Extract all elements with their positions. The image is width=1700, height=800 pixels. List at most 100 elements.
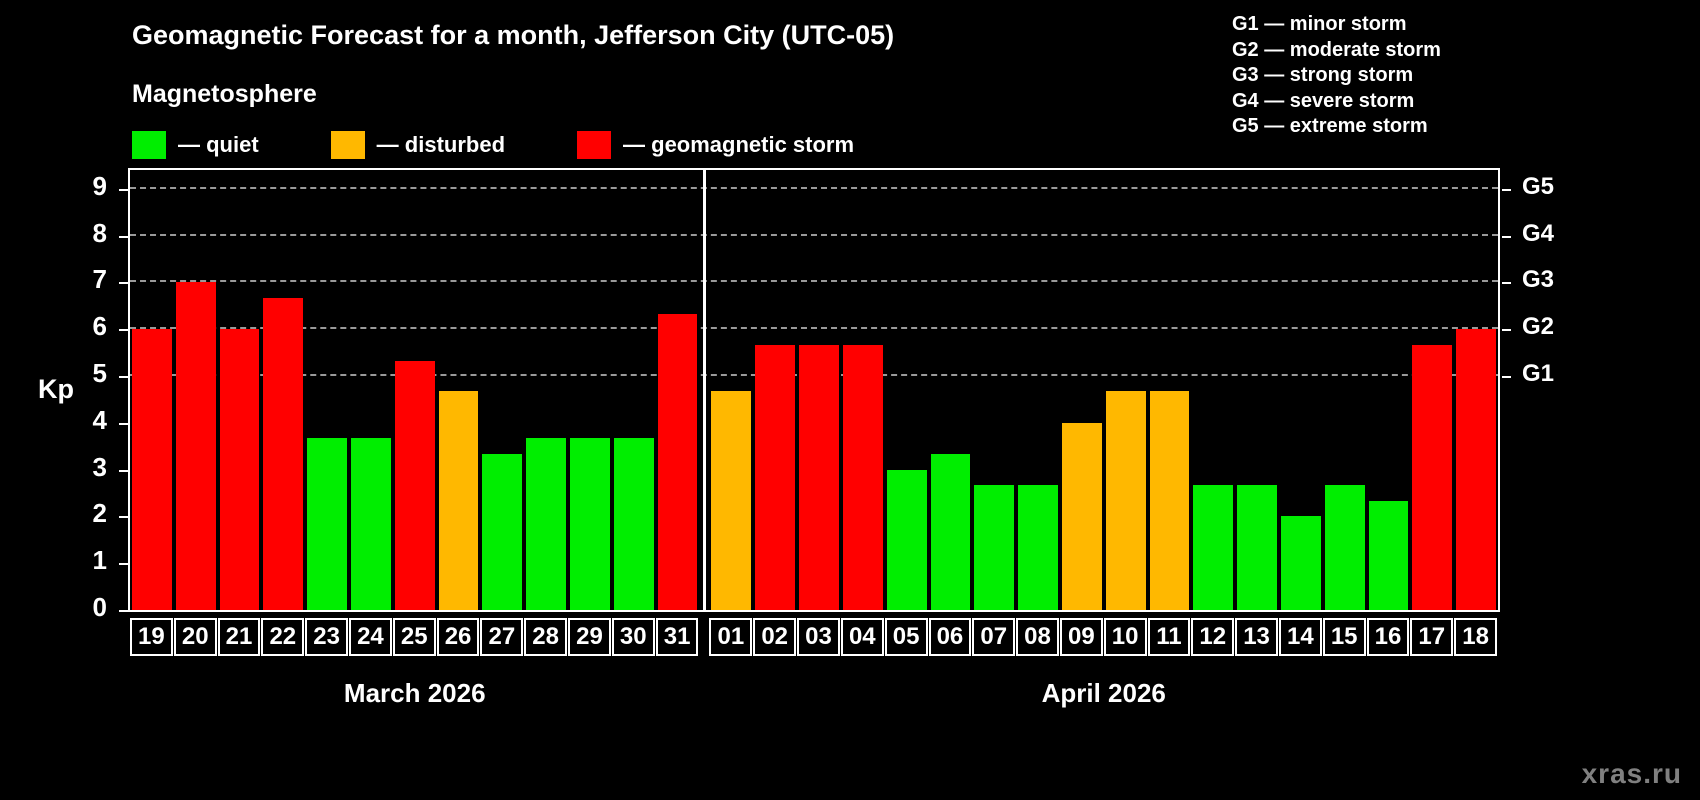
date-label-24: 24: [349, 618, 392, 656]
y-tick-label: 0: [92, 592, 107, 622]
bar: [438, 391, 479, 610]
y-tick-label: 2: [92, 498, 107, 529]
legend-label-storm: — geomagnetic storm: [623, 132, 855, 157]
date-label-17: 17: [1410, 618, 1454, 656]
g-tick-label-g3: G3: [1522, 266, 1555, 294]
g-tick-label-g5: G5: [1522, 172, 1555, 200]
y-axis-title: Kp: [38, 374, 74, 404]
y-tick-label: 5: [92, 357, 107, 388]
y-tick-label: 1: [92, 545, 107, 576]
bar: [1456, 329, 1496, 610]
page-title: Geomagnetic Forecast for a month, Jeffer…: [132, 20, 895, 50]
date-label-14: 14: [1278, 618, 1322, 656]
legend-entry-storm: — geomagnetic storm: [577, 131, 854, 159]
month-caption-march: March 2026: [343, 678, 486, 708]
date-label-12: 12: [1191, 618, 1235, 656]
bar: [974, 485, 1015, 610]
bar: [570, 438, 610, 610]
date-label-01: 01: [709, 618, 753, 656]
bar: [657, 313, 698, 610]
bar: [1324, 485, 1365, 610]
y-tick-label: 4: [92, 404, 107, 435]
date-label-22: 22: [261, 618, 305, 656]
y-tick-mark: [119, 329, 128, 332]
gridline: [130, 280, 1498, 283]
g-tick-label-g1: G1: [1522, 359, 1555, 387]
bar: [1237, 485, 1277, 610]
y-tick-label: 9: [92, 170, 107, 201]
date-label-05: 05: [884, 618, 928, 656]
bar: [1412, 344, 1453, 610]
bar: [263, 297, 304, 610]
bar: [1105, 391, 1146, 610]
y-tick-mark: [119, 563, 128, 566]
month-caption-april: April 2026: [1041, 678, 1166, 708]
plot-area: [128, 168, 1500, 612]
date-label-16: 16: [1366, 618, 1410, 656]
date-label-15: 15: [1322, 618, 1366, 656]
bar: [526, 438, 567, 610]
plot-inner: [130, 170, 1498, 610]
date-label-18: 18: [1454, 618, 1497, 656]
g-legend-line-g4: G4 — severe storm: [1232, 89, 1415, 112]
g-tick-label-g4: G4: [1522, 219, 1555, 247]
y-tick-label: 6: [92, 311, 107, 342]
bar: [711, 391, 752, 610]
month-divider: [703, 170, 707, 610]
date-label-11: 11: [1147, 618, 1191, 656]
legend-entry-quiet: — quiet: [132, 131, 259, 159]
bar: [1061, 422, 1102, 610]
bar: [1018, 485, 1058, 610]
bar: [799, 344, 839, 610]
bar: [842, 344, 883, 610]
y-tick-label: 8: [92, 217, 107, 248]
y-tick-mark: [119, 375, 128, 378]
bar: [175, 282, 216, 610]
bar: [132, 329, 172, 610]
y-tick-mark: [119, 282, 128, 285]
legend-label-quiet: — quiet: [178, 132, 259, 157]
y-tick-mark: [119, 235, 128, 238]
g-legend-line-g5: G5 — extreme storm: [1232, 115, 1428, 137]
bar: [755, 344, 796, 610]
g-tick-mark: [1502, 188, 1511, 191]
g-tick-mark: [1502, 235, 1511, 238]
date-axis: 19 20 21 22 23 24 25 26 27 28 29 30 31 01 02 03 04 05 06 07…: [128, 618, 1500, 656]
y-tick-mark: [119, 188, 128, 191]
g-tick-mark: [1502, 375, 1511, 378]
g-tick-mark: [1502, 329, 1511, 332]
bar: [351, 438, 391, 610]
g-legend-line-g2: G2 — moderate storm: [1232, 38, 1441, 61]
date-label-28: 28: [524, 618, 568, 656]
date-label-30: 30: [611, 618, 655, 656]
date-label-08: 08: [1016, 618, 1059, 656]
legend-entry-disturbed: — disturbed: [330, 131, 505, 159]
bar: [613, 438, 654, 610]
date-label-04: 04: [840, 618, 884, 656]
date-label-13: 13: [1235, 618, 1278, 656]
g-tick-mark: [1502, 282, 1511, 285]
bar: [307, 438, 348, 610]
y-tick-label: 7: [92, 264, 107, 295]
y-tick-label: 3: [92, 451, 107, 482]
date-label-29: 29: [568, 618, 611, 656]
bar: [394, 360, 435, 610]
g-legend-line-g1: G1 — minor storm: [1232, 13, 1407, 35]
gridline: [130, 233, 1498, 236]
gridline: [130, 327, 1498, 330]
y-tick-mark: [119, 610, 128, 612]
date-label-06: 06: [928, 618, 972, 656]
bar: [886, 469, 927, 610]
y-tick-mark: [119, 469, 128, 472]
date-label-02: 02: [753, 618, 797, 656]
date-label-20: 20: [173, 618, 217, 656]
y-tick-mark: [119, 516, 128, 519]
date-label-23: 23: [305, 618, 349, 656]
bar: [482, 454, 523, 610]
legend-swatch-storm: [577, 131, 612, 159]
bar: [219, 329, 260, 610]
watermark: xras.ru: [1581, 758, 1682, 789]
legend-swatch-quiet: [132, 131, 166, 159]
gridline: [130, 186, 1498, 189]
legend-swatch-disturbed: [330, 131, 365, 159]
